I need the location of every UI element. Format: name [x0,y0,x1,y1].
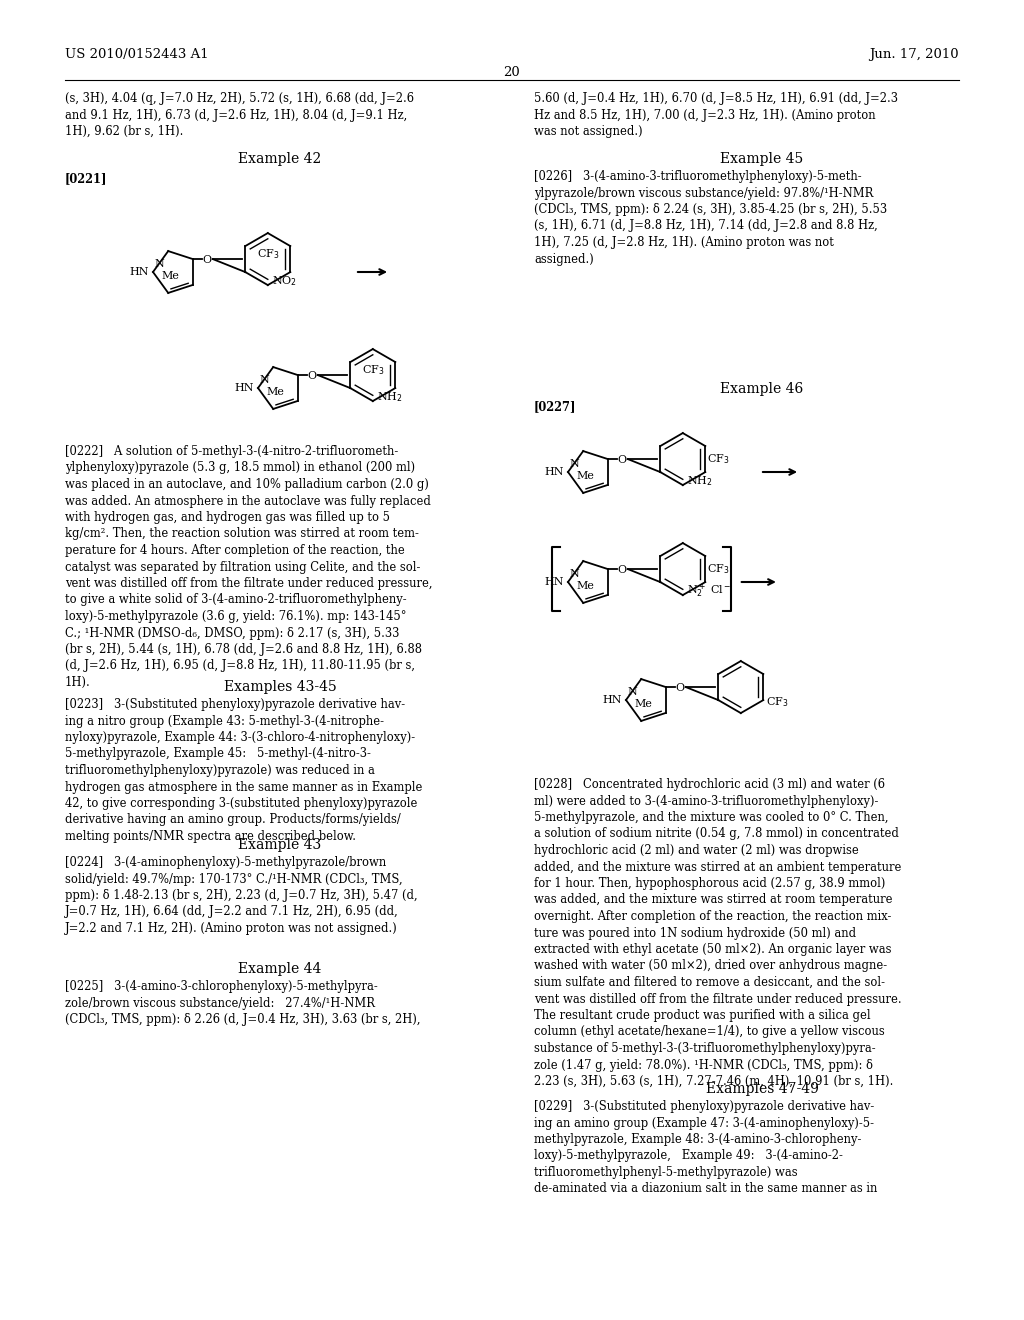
Text: O: O [617,565,627,576]
Text: [0229]   3-(Substituted phenyloxy)pyrazole derivative hav-
ing an amino group (E: [0229] 3-(Substituted phenyloxy)pyrazole… [534,1100,878,1196]
Text: NO$_2$: NO$_2$ [271,275,297,288]
Text: Me: Me [577,471,594,480]
Text: [0223]   3-(Substituted phenyloxy)pyrazole derivative hav-
ing a nitro group (Ex: [0223] 3-(Substituted phenyloxy)pyrazole… [65,698,422,843]
Text: [0225]   3-(4-amino-3-chlorophenyloxy)-5-methylpyra-
zole/brown viscous substanc: [0225] 3-(4-amino-3-chlorophenyloxy)-5-m… [65,979,421,1026]
Text: O: O [617,455,627,465]
Text: CF$_3$: CF$_3$ [708,451,730,466]
Text: Example 44: Example 44 [239,962,322,975]
Text: CF$_3$: CF$_3$ [361,363,384,378]
Text: NH$_2$: NH$_2$ [687,474,713,488]
Text: Me: Me [266,387,284,397]
Text: (s, 3H), 4.04 (q, J=7.0 Hz, 2H), 5.72 (s, 1H), 6.68 (dd, J=2.6
and 9.1 Hz, 1H), : (s, 3H), 4.04 (q, J=7.0 Hz, 2H), 5.72 (s… [65,92,414,139]
Text: [0221]: [0221] [65,172,108,185]
Text: Example 46: Example 46 [720,381,804,396]
Text: [0222]   A solution of 5-methyl-3-(4-nitro-2-trifluorometh-
ylphenyloxy)pyrazole: [0222] A solution of 5-methyl-3-(4-nitro… [65,445,432,689]
Text: CF$_3$: CF$_3$ [766,696,788,709]
Text: N$_2^+$ Cl$^-$: N$_2^+$ Cl$^-$ [687,582,731,601]
Text: [0227]: [0227] [534,400,577,413]
Text: HN: HN [602,696,622,705]
Text: [0224]   3-(4-aminophenyloxy)-5-methylpyrazole/brown
solid/yield: 49.7%/mp: 170-: [0224] 3-(4-aminophenyloxy)-5-methylpyra… [65,855,418,935]
Text: Examples 47-49: Examples 47-49 [706,1082,818,1096]
Text: US 2010/0152443 A1: US 2010/0152443 A1 [65,48,209,61]
Text: N: N [569,569,580,579]
Text: Me: Me [634,698,652,709]
Text: Example 42: Example 42 [239,152,322,166]
Text: N: N [155,259,164,269]
Text: HN: HN [234,383,254,393]
Text: N: N [569,459,580,469]
Text: NH$_2$: NH$_2$ [377,391,402,404]
Text: O: O [202,255,211,265]
Text: Me: Me [577,581,594,591]
Text: [0228]   Concentrated hydrochloric acid (3 ml) and water (6
ml) were added to 3-: [0228] Concentrated hydrochloric acid (3… [534,777,901,1088]
Text: N: N [628,688,637,697]
Text: CF$_3$: CF$_3$ [708,562,730,576]
Text: [0226]   3-(4-amino-3-trifluoromethylphenyloxy)-5-meth-
ylpyrazole/brown viscous: [0226] 3-(4-amino-3-trifluoromethylpheny… [534,170,887,265]
Text: Example 45: Example 45 [720,152,804,166]
Text: N: N [259,375,269,385]
Text: CF$_3$: CF$_3$ [256,247,280,261]
Text: HN: HN [129,267,150,277]
Text: Jun. 17, 2010: Jun. 17, 2010 [869,48,959,61]
Text: O: O [307,371,316,381]
Text: O: O [675,682,684,693]
Text: HN: HN [545,467,564,477]
Text: Me: Me [161,271,179,281]
Text: Example 43: Example 43 [239,838,322,851]
Text: Examples 43-45: Examples 43-45 [223,680,336,694]
Text: 5.60 (d, J=0.4 Hz, 1H), 6.70 (d, J=8.5 Hz, 1H), 6.91 (dd, J=2.3
Hz and 8.5 Hz, 1: 5.60 (d, J=0.4 Hz, 1H), 6.70 (d, J=8.5 H… [534,92,898,139]
Text: 20: 20 [504,66,520,79]
Text: HN: HN [545,577,564,587]
